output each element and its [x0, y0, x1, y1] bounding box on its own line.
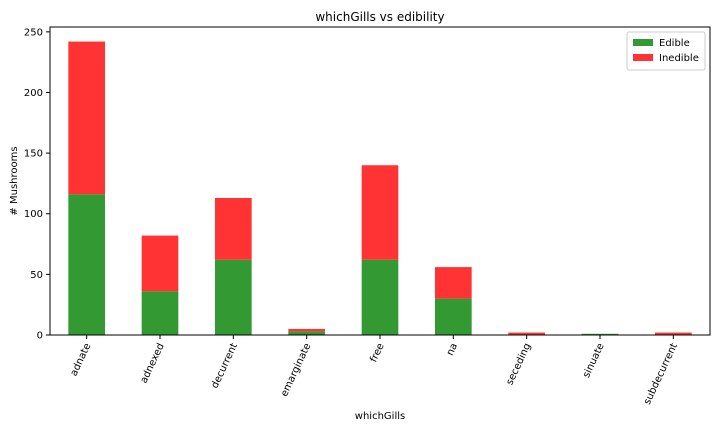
x-tick-label: adnate	[69, 342, 94, 378]
plot-frame	[49, 26, 711, 336]
bar-inedible-decurrent	[215, 197, 252, 260]
x-axis: adnate adnexed decurrent emarginate free na se…	[69, 335, 680, 407]
bar-edible-adnexed	[141, 291, 179, 335]
chart-title: whichGills vs edibility	[315, 10, 444, 24]
bar-inedible-seceding	[508, 332, 545, 335]
y-axis-title: # Mushrooms	[9, 146, 20, 215]
x-tick-label: adnexed	[139, 342, 167, 386]
x-tick-label: free	[368, 342, 386, 365]
y-tick-label: 50	[30, 270, 43, 281]
x-tick-label: emarginate	[279, 342, 313, 399]
bar-inedible-subdecurrent	[655, 332, 692, 335]
x-axis-title: whichGills	[355, 411, 405, 422]
bar-edible-emarginate	[288, 331, 325, 335]
bar-inedible-free	[361, 165, 399, 260]
bar-inedible-adnate	[68, 41, 105, 195]
bar-edible-na	[435, 298, 472, 335]
bar-edible-sinuate	[581, 333, 619, 335]
x-tick-label: seceding	[504, 342, 533, 387]
legend-label-edible: Edible	[659, 38, 690, 49]
y-axis: 0 50 100 150 200 250	[24, 27, 50, 342]
bar-edible-decurrent	[215, 259, 252, 335]
bars-group	[68, 41, 692, 335]
y-tick-label: 100	[24, 209, 43, 220]
y-tick-label: 200	[24, 88, 43, 99]
bar-inedible-emarginate	[288, 328, 325, 332]
x-tick-label: na	[445, 342, 460, 358]
bar-edible-adnate	[68, 194, 105, 335]
y-tick-label: 150	[24, 149, 43, 160]
x-tick-label: subdecurrent	[642, 342, 680, 407]
y-tick-label: 0	[37, 331, 43, 342]
bar-edible-free	[361, 259, 399, 335]
legend-swatch-inedible	[633, 54, 653, 61]
x-tick-label: decurrent	[210, 342, 241, 391]
legend-swatch-edible	[633, 39, 653, 46]
bar-inedible-adnexed	[141, 235, 179, 292]
legend: Edible Inedible	[626, 31, 706, 71]
bar-inedible-na	[435, 267, 472, 299]
legend-label-inedible: Inedible	[659, 53, 699, 64]
y-tick-label: 250	[24, 27, 43, 38]
x-tick-label: sinuate	[581, 342, 607, 380]
